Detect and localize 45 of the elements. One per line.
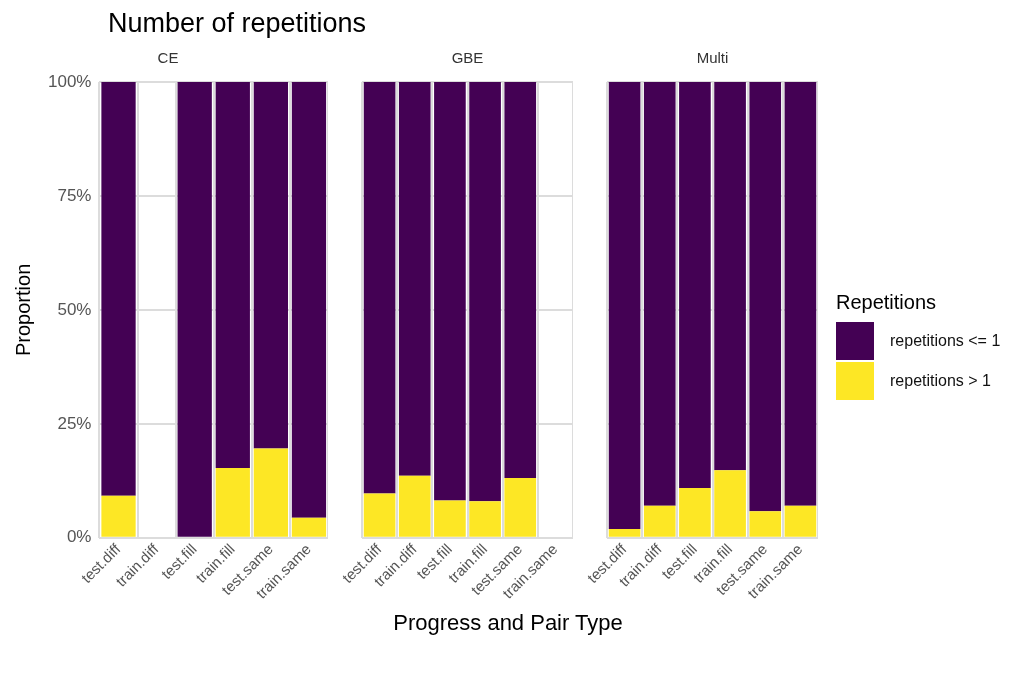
bar bbox=[363, 493, 396, 537]
legend-title: Repetitions bbox=[836, 290, 938, 314]
bar bbox=[363, 82, 396, 494]
bar bbox=[714, 470, 746, 537]
y-axis-title: Proportion bbox=[11, 263, 34, 357]
y-tick-label: 100% bbox=[48, 71, 92, 91]
chart-subtitle: CE bbox=[157, 49, 179, 67]
bar bbox=[608, 529, 641, 537]
chart-subtitle: GBE bbox=[451, 49, 484, 67]
legend-label: repetitions > 1 bbox=[890, 371, 991, 390]
bar bbox=[504, 478, 537, 537]
y-tick-label: 50% bbox=[57, 299, 92, 319]
bar bbox=[434, 500, 466, 537]
bar bbox=[177, 82, 212, 537]
bar bbox=[215, 468, 250, 537]
bar bbox=[784, 82, 817, 506]
bar bbox=[101, 495, 136, 537]
bar bbox=[643, 505, 676, 537]
bar bbox=[749, 511, 782, 537]
x-axis-title: Progress and Pair Type bbox=[392, 610, 624, 636]
bar bbox=[291, 82, 327, 518]
chart-title: Number of repetitions bbox=[107, 8, 368, 40]
bar bbox=[784, 505, 817, 537]
bar bbox=[643, 82, 676, 506]
bar bbox=[469, 82, 501, 502]
bar bbox=[398, 82, 431, 476]
bar bbox=[679, 488, 711, 537]
bar bbox=[608, 82, 641, 530]
bar bbox=[253, 448, 289, 537]
bar bbox=[101, 82, 136, 496]
legend-label: repetitions <= 1 bbox=[890, 331, 1001, 350]
bar bbox=[434, 82, 466, 501]
y-tick-label: 0% bbox=[66, 527, 92, 547]
bar bbox=[679, 82, 711, 489]
y-tick-label: 25% bbox=[57, 413, 92, 433]
bar bbox=[504, 82, 537, 479]
bar bbox=[398, 475, 431, 537]
bar bbox=[469, 501, 501, 537]
bar bbox=[215, 82, 250, 469]
chart-subtitle: Multi bbox=[696, 49, 729, 67]
bar bbox=[749, 82, 782, 512]
bar bbox=[714, 82, 746, 471]
bar bbox=[253, 82, 289, 449]
y-tick-label: 75% bbox=[57, 185, 92, 205]
bar bbox=[291, 517, 327, 537]
